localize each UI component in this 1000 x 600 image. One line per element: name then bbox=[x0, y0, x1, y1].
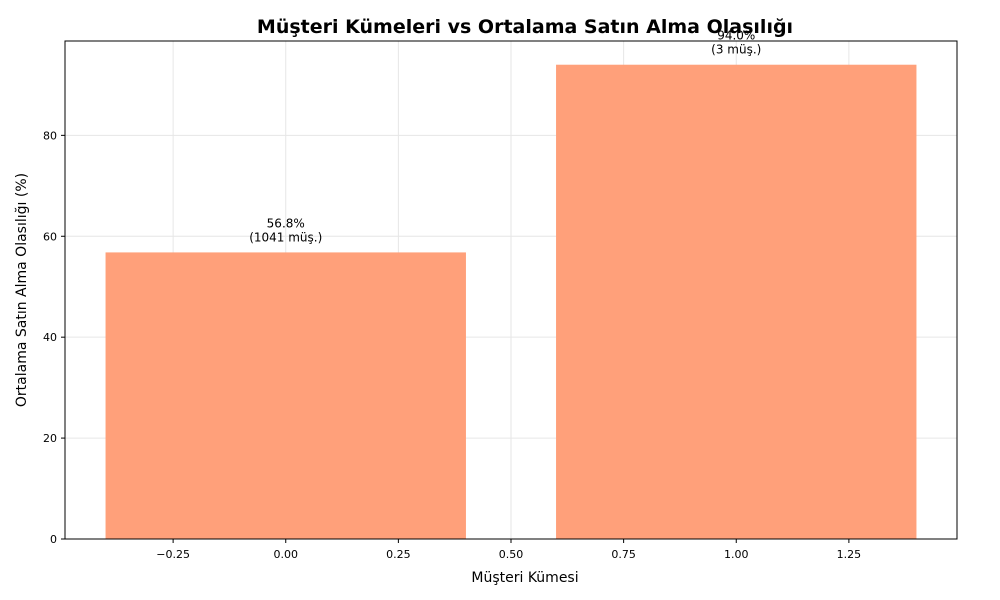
y-axis-ticks: 0 20 40 60 80 bbox=[43, 129, 65, 546]
y-tick-label: 60 bbox=[43, 230, 57, 243]
y-axis-title: Ortalama Satın Alma Olasılığı (%) bbox=[14, 173, 30, 407]
y-tick-label: 20 bbox=[43, 432, 57, 445]
x-tick-label: 1.25 bbox=[837, 548, 862, 561]
x-tick-label: 0.75 bbox=[611, 548, 636, 561]
bar-value-label: 56.8% bbox=[267, 216, 305, 230]
x-tick-label: 0.00 bbox=[273, 548, 298, 561]
bar-value-label: (1041 müş.) bbox=[249, 230, 322, 244]
bar-value-label: (3 müş.) bbox=[711, 43, 761, 57]
y-tick-label: 0 bbox=[50, 533, 57, 546]
x-tick-label: 0.50 bbox=[499, 548, 524, 561]
chart-title: Müşteri Kümeleri vs Ortalama Satın Alma … bbox=[257, 16, 793, 38]
bar-1 bbox=[556, 64, 917, 539]
data-labels: 56.8%(1041 müş.) 94.0%(3 müş.) bbox=[249, 29, 761, 245]
x-tick-label: 1.00 bbox=[724, 548, 749, 561]
x-tick-label: −0.25 bbox=[156, 548, 190, 561]
bar-0 bbox=[105, 252, 466, 539]
y-tick-label: 80 bbox=[43, 129, 57, 142]
bar-value-label: 94.0% bbox=[717, 29, 755, 43]
x-axis-ticks: −0.25 0.00 0.25 0.50 0.75 1.00 1.25 bbox=[156, 539, 861, 561]
x-axis-title: Müşteri Kümesi bbox=[471, 570, 578, 586]
bars bbox=[105, 64, 917, 539]
x-tick-label: 0.25 bbox=[386, 548, 411, 561]
y-tick-label: 40 bbox=[43, 331, 57, 344]
